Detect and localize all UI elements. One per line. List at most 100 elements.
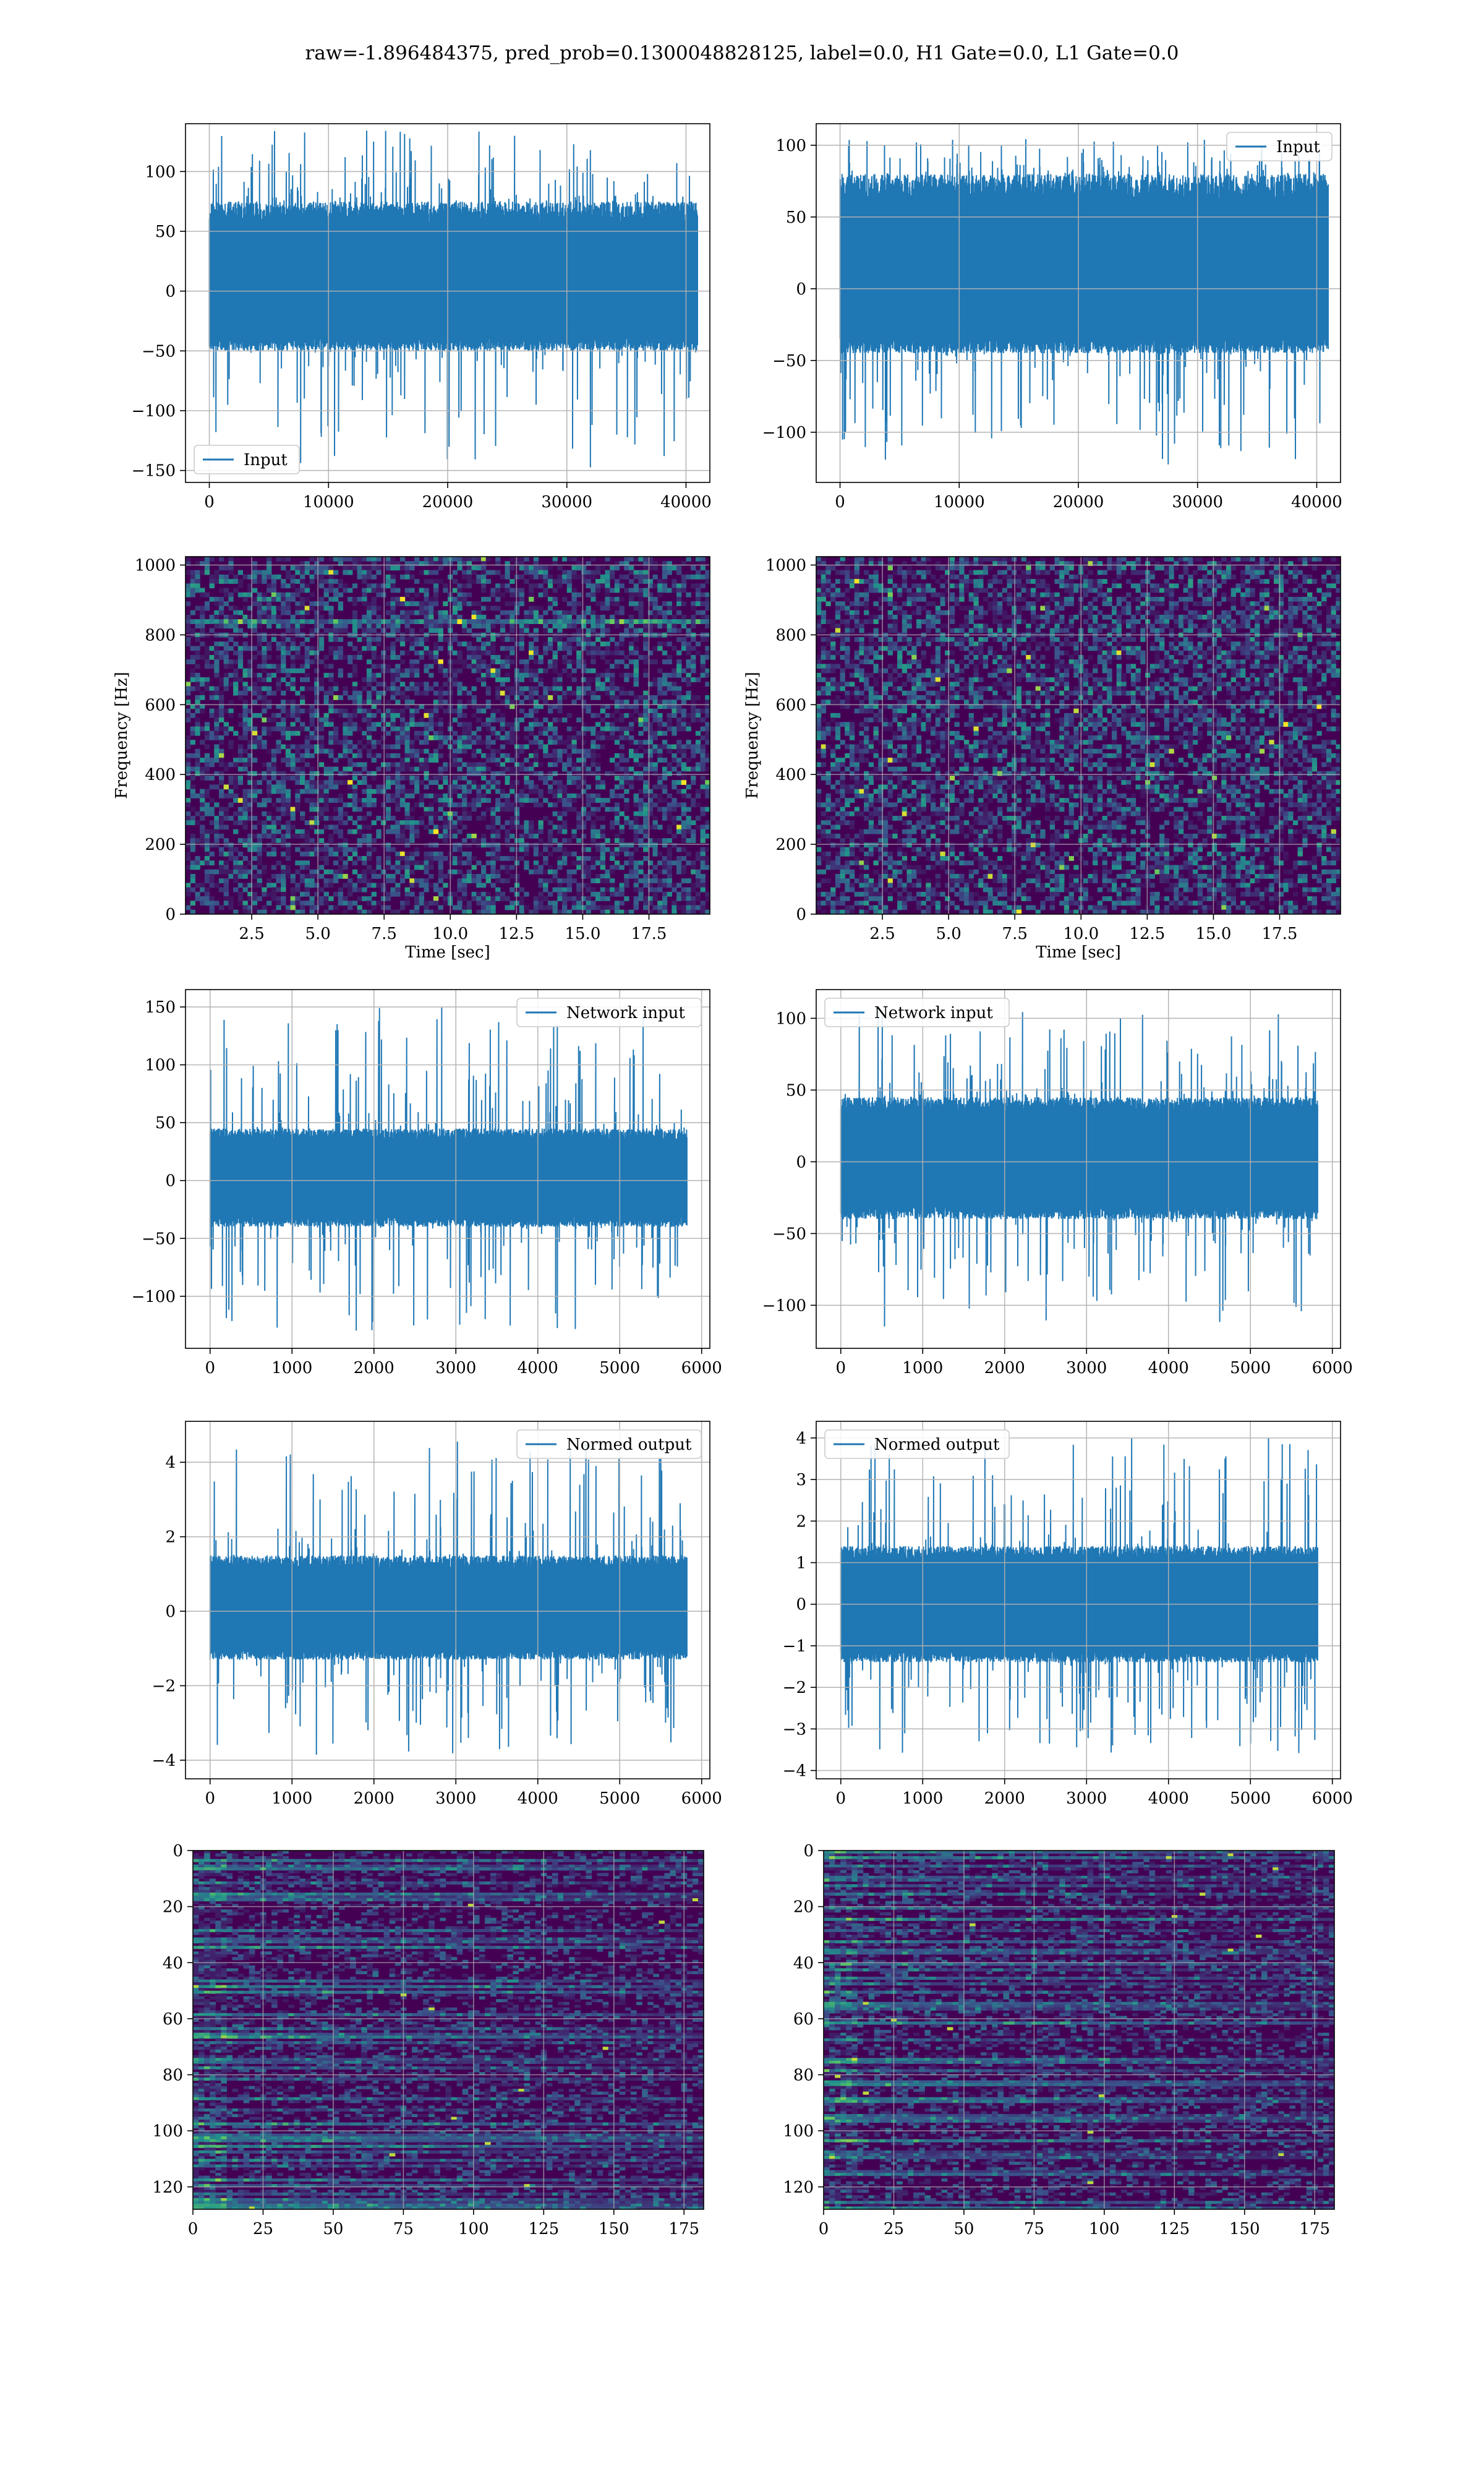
y-tick-label: 50 — [786, 208, 806, 227]
grid-lines — [823, 1850, 1334, 2209]
y-tick-label: 600 — [775, 696, 806, 714]
y-tick-label: 40 — [163, 1954, 183, 1972]
legend: Network input — [824, 998, 1010, 1027]
x-tick-label: 30000 — [1172, 493, 1223, 511]
y-tick-label: 0 — [165, 1603, 176, 1621]
y-tick-label: −3 — [783, 1720, 806, 1739]
y-tick-label: −2 — [152, 1677, 176, 1695]
axes-frame — [185, 989, 710, 1349]
y-tick-label: 1000 — [135, 557, 176, 575]
x-tick-label: 75 — [1024, 2220, 1044, 2238]
x-tick-label: 3000 — [1066, 1359, 1107, 1377]
axes-frame — [816, 1421, 1341, 1779]
plot-area — [193, 1851, 704, 2209]
x-tick-label: 7.5 — [372, 925, 397, 943]
y-tick-label: 50 — [155, 1114, 176, 1132]
x-tick-label: 17.5 — [631, 925, 667, 943]
legend: Normed output — [824, 1429, 1010, 1459]
y-tick-label: 60 — [793, 2010, 814, 2029]
legend: Normed output — [516, 1429, 702, 1459]
x-tick-label: 150 — [1229, 2220, 1260, 2238]
x-tick-label: 25 — [884, 2220, 904, 2238]
x-tick-label: 4000 — [1148, 1789, 1189, 1808]
legend-box — [194, 445, 300, 474]
x-tick-label: 25 — [253, 2220, 273, 2238]
grid-lines — [816, 1421, 1341, 1779]
x-tick-label: 2.5 — [239, 925, 264, 943]
x-tick-label: 40000 — [660, 493, 712, 511]
x-tick-label: 1000 — [902, 1789, 943, 1808]
x-tick-label: 2000 — [984, 1359, 1025, 1377]
y-tick-label: 80 — [793, 2066, 814, 2085]
plot-area — [209, 1008, 688, 1331]
x-tick-label: 50 — [323, 2220, 343, 2238]
y-tick-label: 120 — [152, 2178, 183, 2197]
x-tick-label: 0 — [835, 1359, 846, 1377]
y-tick-label: −2 — [783, 1679, 806, 1697]
legend: Input — [194, 445, 300, 474]
axes-frame — [185, 1421, 710, 1779]
feature-map-cells — [193, 1851, 704, 2209]
x-tick-label: 0 — [205, 1789, 215, 1808]
x-tick-label: 15.0 — [1195, 925, 1231, 943]
plot-area — [816, 557, 1341, 914]
y-axis-label: Frequency [Hz] — [743, 672, 762, 799]
x-tick-label: 2000 — [984, 1789, 1025, 1808]
panel-h1-feature-map: 0 25 50 75 100 125 150 175 0 20 40 60 80 100 120 — [152, 1842, 704, 2238]
x-axis-label: Time [sec] — [1036, 943, 1121, 962]
x-tick-label: 5000 — [1230, 1359, 1271, 1377]
y-tick-label: 0 — [165, 1172, 176, 1191]
x-tick-label: 75 — [393, 2220, 414, 2238]
x-tick-label: 5000 — [599, 1359, 640, 1377]
x-tick-label: 30000 — [541, 493, 592, 511]
y-tick-label: 800 — [775, 626, 806, 644]
y-tick-label: 100 — [775, 137, 806, 155]
grid-lines — [192, 1850, 704, 2209]
series-dense-band — [210, 1580, 687, 1638]
y-axis-label: Frequency [Hz] — [113, 672, 131, 799]
y-tick-label: 60 — [163, 2010, 183, 2029]
plot-area — [824, 1851, 1334, 2209]
y-tick-label: 1 — [796, 1554, 806, 1573]
plot-area — [840, 1438, 1318, 1753]
x-tick-label: 125 — [528, 2220, 559, 2238]
legend-label: Input — [1276, 138, 1320, 156]
y-tick-label: 20 — [793, 1898, 814, 1917]
x-tick-label: 2.5 — [869, 925, 895, 943]
series-dense-band — [840, 225, 1328, 325]
y-tick-label: 2 — [165, 1528, 176, 1547]
plot-area — [208, 131, 698, 468]
y-tick-label: −50 — [772, 352, 806, 370]
y-tick-label: −50 — [142, 342, 176, 361]
x-tick-label: 10000 — [303, 493, 354, 511]
panel-l1-feature-map: 0 25 50 75 100 125 150 175 0 20 40 60 80 100 120 — [783, 1842, 1335, 2238]
y-tick-label: 100 — [145, 163, 176, 181]
y-tick-label: 100 — [783, 2122, 814, 2141]
y-tick-label: 40 — [793, 1954, 814, 1972]
x-tick-label: 4000 — [518, 1789, 558, 1808]
y-tick-label: 80 — [163, 2066, 183, 2085]
x-tick-label: 10.0 — [432, 925, 468, 943]
x-tick-label: 100 — [1089, 2220, 1120, 2238]
x-tick-label: 3000 — [1066, 1789, 1107, 1808]
y-tick-label: 100 — [145, 1056, 176, 1075]
y-tick-label: 0 — [165, 283, 176, 301]
y-tick-label: 100 — [152, 2122, 183, 2141]
y-tick-label: 0 — [803, 1842, 814, 1860]
x-tick-label: 4000 — [1148, 1359, 1189, 1377]
panel-l1-spectrogram: 2.5 5.0 7.5 10.0 12.5 15.0 17.5 0 200 400 600 800 10… — [743, 556, 1341, 962]
x-tick-label: 1000 — [902, 1359, 943, 1377]
y-tick-label: 4 — [796, 1429, 806, 1448]
legend-box — [824, 1429, 1010, 1459]
axes-frame — [816, 556, 1341, 915]
y-tick-label: 0 — [796, 905, 806, 924]
panel-h1-normed-output: 0 1000 2000 3000 4000 5000 6000 −4 −2 0 2 4 Normed o… — [152, 1421, 722, 1808]
panel-l1-network-input: 0 1000 2000 3000 4000 5000 6000 −100 −50 0 50 100 Ne… — [762, 989, 1353, 1377]
y-tick-label: −100 — [762, 424, 806, 442]
x-tick-label: 50 — [953, 2220, 974, 2238]
legend-box — [516, 1429, 702, 1459]
y-tick-label: −4 — [783, 1762, 806, 1781]
spectrogram-cells — [816, 557, 1341, 914]
series-dense-band — [210, 1152, 687, 1206]
x-tick-label: 4000 — [518, 1359, 558, 1377]
